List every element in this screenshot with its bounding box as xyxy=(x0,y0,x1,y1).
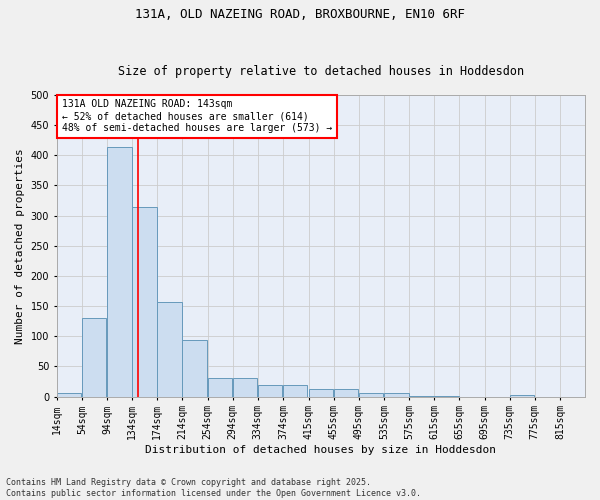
Text: 131A, OLD NAZEING ROAD, BROXBOURNE, EN10 6RF: 131A, OLD NAZEING ROAD, BROXBOURNE, EN10… xyxy=(135,8,465,20)
Bar xyxy=(82,318,106,396)
Bar xyxy=(182,340,207,396)
Bar xyxy=(107,148,131,396)
Bar xyxy=(359,393,383,396)
Title: Size of property relative to detached houses in Hoddesdon: Size of property relative to detached ho… xyxy=(118,66,524,78)
Bar xyxy=(334,388,358,396)
Bar xyxy=(157,302,182,396)
Bar xyxy=(258,385,282,396)
Bar xyxy=(57,393,82,396)
X-axis label: Distribution of detached houses by size in Hoddesdon: Distribution of detached houses by size … xyxy=(145,445,496,455)
Text: Contains HM Land Registry data © Crown copyright and database right 2025.
Contai: Contains HM Land Registry data © Crown c… xyxy=(6,478,421,498)
Bar xyxy=(283,385,307,396)
Bar xyxy=(384,393,409,396)
Bar xyxy=(308,388,333,396)
Text: 131A OLD NAZEING ROAD: 143sqm
← 52% of detached houses are smaller (614)
48% of : 131A OLD NAZEING ROAD: 143sqm ← 52% of d… xyxy=(62,100,332,132)
Y-axis label: Number of detached properties: Number of detached properties xyxy=(15,148,25,344)
Bar xyxy=(233,378,257,396)
Bar xyxy=(132,206,157,396)
Bar xyxy=(208,378,232,396)
